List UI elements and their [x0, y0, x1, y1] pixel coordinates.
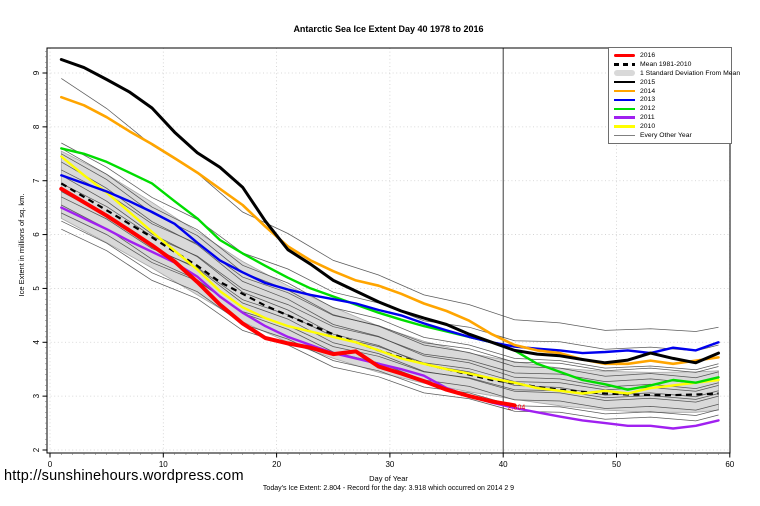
svg-text:3: 3	[32, 393, 41, 398]
legend-swatch	[614, 62, 635, 66]
today-extent-annotation: 2.804	[508, 404, 526, 411]
legend-item-2015: 2015	[614, 78, 731, 87]
legend-label: 2012	[640, 105, 656, 113]
svg-text:8: 8	[32, 124, 41, 129]
legend-item-2013: 2013	[614, 95, 731, 104]
svg-text:0: 0	[48, 460, 53, 469]
legend-item-mean-1981-2010: Mean 1981-2010	[614, 60, 731, 69]
series-2013	[60, 174, 720, 355]
svg-text:10: 10	[159, 460, 168, 469]
legend-swatch	[614, 70, 635, 77]
series-2015	[59, 58, 720, 365]
legend-label: 2013	[640, 96, 656, 104]
legend-item-2011: 2011	[614, 113, 731, 122]
legend-label: Every Other Year	[640, 131, 692, 139]
svg-text:5: 5	[32, 286, 41, 291]
legend-swatch	[614, 98, 635, 102]
svg-text:7: 7	[32, 178, 41, 183]
site-url: http://sunshinehours.wordpress.com	[4, 468, 244, 484]
legend-swatch	[614, 116, 635, 119]
y-axis-label: Ice Extent in millions of sq. km.	[17, 193, 26, 297]
legend-swatch	[614, 107, 635, 110]
legend-item-2012: 2012	[614, 104, 731, 113]
svg-text:6: 6	[32, 232, 41, 237]
svg-text:2: 2	[32, 447, 41, 452]
legend-item-every-other-year: Every Other Year	[614, 131, 731, 140]
legend-label: 2011	[640, 114, 655, 122]
svg-text:60: 60	[725, 460, 734, 469]
legend-item-2010: 2010	[614, 122, 731, 131]
chart-footnote: Today's Ice Extent: 2.804 - Record for t…	[262, 485, 515, 492]
legend-swatch	[614, 80, 635, 84]
legend-label: 2014	[640, 87, 656, 95]
legend-swatch	[614, 89, 635, 93]
svg-text:9: 9	[32, 70, 41, 75]
x-axis-label: Day of Year	[369, 474, 408, 483]
axes-ticks: 2 3 4 5 6 7 8 9 0 10 20 30 40 50 60	[32, 51, 735, 469]
legend-item-1-standard-deviation-from-mean: 1 Standard Deviation From Mean	[614, 69, 740, 78]
legend-item-2016: 2016	[614, 51, 731, 60]
series-2010	[60, 155, 720, 395]
legend-label: 1 Standard Deviation From Mean	[640, 69, 741, 77]
svg-text:50: 50	[612, 460, 621, 469]
legend-label: 2016	[640, 51, 656, 59]
svg-text:30: 30	[385, 460, 394, 469]
legend-label: 2015	[640, 78, 656, 86]
series-2016	[59, 186, 517, 408]
chart-title: Antarctic Sea Ice Extent Day 40 1978 to …	[293, 24, 484, 34]
legend-swatch	[614, 53, 635, 58]
legend-swatch	[614, 125, 635, 128]
svg-text:4: 4	[32, 340, 41, 345]
legend-label: 2010	[640, 123, 656, 131]
svg-text:20: 20	[272, 460, 281, 469]
series-2012	[60, 147, 720, 391]
legend: 2016 Mean 1981-2010 1 Standard Deviation F…	[608, 47, 740, 144]
svg-text:40: 40	[499, 460, 508, 469]
legend-swatch	[614, 134, 635, 136]
legend-label: Mean 1981-2010	[640, 60, 692, 68]
legend-item-2014: 2014	[614, 87, 731, 96]
